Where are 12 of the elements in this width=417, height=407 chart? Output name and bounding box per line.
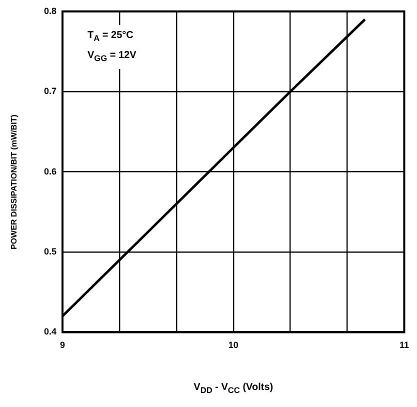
y-axis-title: POWER DISSIPATION/BIT (mW/BIT) [10, 114, 18, 250]
annotation: V$_{GG}$ = 12V [88, 49, 136, 66]
x-tick-label: 11 [399, 340, 409, 350]
y-tick-label: 0.4 [44, 326, 57, 337]
y-tick-label: 0.7 [44, 86, 57, 96]
y-tick-label: 0.8 [44, 6, 57, 16]
x-tick-label: 10 [228, 340, 238, 350]
x-axis-title: V$_{DD}$ - V$_{CC}$ (Volts) [194, 382, 274, 395]
y-tick-label: 0.6 [44, 166, 57, 176]
annotation: T$_{A}$ = 25°C [88, 29, 134, 46]
y-tick-label: 0.5 [44, 246, 57, 256]
x-tick-label: 9 [60, 340, 66, 350]
